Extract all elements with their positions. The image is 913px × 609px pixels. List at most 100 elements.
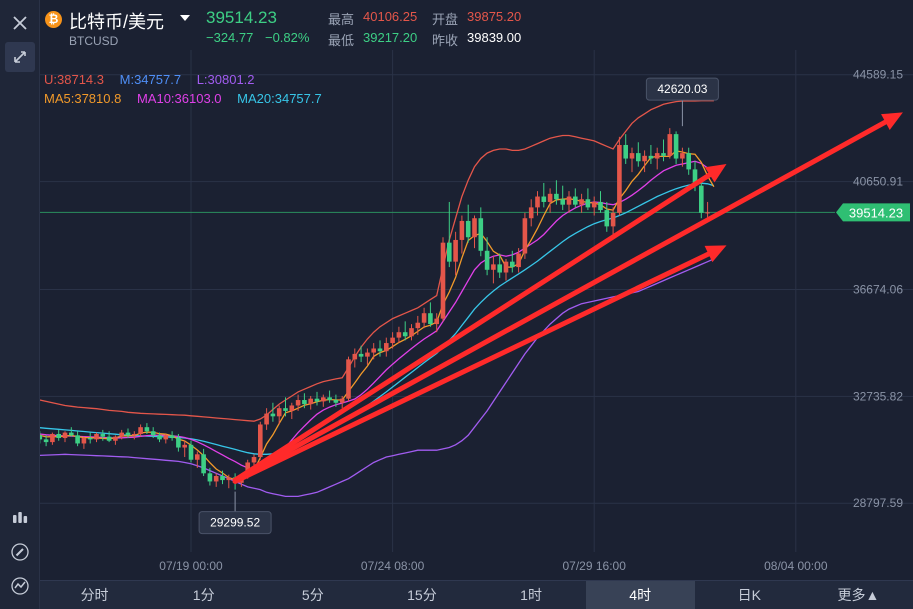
tab-4hour[interactable]: 4时 <box>585 581 695 609</box>
indicator-button[interactable] <box>5 571 35 601</box>
bollinger-bands-layer <box>1 100 715 498</box>
low-value: 39217.20 <box>363 30 418 45</box>
candle-body <box>50 433 55 443</box>
candle-body <box>62 432 68 439</box>
tab-more[interactable]: 更多▲ <box>837 587 880 603</box>
candle-body <box>591 201 597 208</box>
candle-body <box>176 438 181 448</box>
candle-body <box>528 207 534 219</box>
y-tick-label: 36674.06 <box>853 282 903 296</box>
ma5-line <box>1 150 715 481</box>
trend-arrow <box>232 112 903 483</box>
candle-body <box>402 332 408 337</box>
change-percent: −0.82% <box>264 30 310 45</box>
boll-lower-label: L:30801.2 <box>196 72 255 87</box>
trend-arrows-layer <box>232 112 903 484</box>
candle-body <box>213 476 219 482</box>
candle-body <box>409 328 414 337</box>
current-price-tag-bg <box>836 203 910 222</box>
candle-body <box>453 239 458 262</box>
moving-average-layer <box>1 150 715 481</box>
candle-body <box>636 153 641 162</box>
candle-body <box>377 348 383 352</box>
boll-upper-line <box>1 100 714 422</box>
candle-body <box>604 210 610 227</box>
candle-body <box>484 250 490 270</box>
tab-5min[interactable]: 5分 <box>301 587 324 603</box>
trend-arrow <box>232 163 727 483</box>
candle-body <box>220 476 225 481</box>
tab-timeshare[interactable]: 分时 <box>80 587 109 603</box>
candle-body <box>283 408 288 411</box>
chevron-down-icon[interactable] <box>180 15 190 21</box>
candle-body <box>516 253 521 268</box>
candle-body <box>497 264 502 273</box>
candle-body <box>573 196 578 205</box>
candle-body <box>396 332 402 338</box>
x-tick-label: 07/29 16:00 <box>562 559 626 573</box>
trend-arrow-shaft <box>232 251 711 484</box>
draw-button[interactable] <box>5 537 35 567</box>
candle-body <box>623 144 628 159</box>
candle-body <box>384 343 389 352</box>
candle-body <box>390 337 395 344</box>
candle-body <box>270 413 276 417</box>
low-marker-box <box>198 511 272 535</box>
candle-body <box>94 433 99 440</box>
candle-body <box>365 352 370 357</box>
high-label: 最高 <box>328 12 355 27</box>
candle-body <box>459 220 465 240</box>
candle-body <box>503 261 509 273</box>
candle-body <box>321 397 326 402</box>
candle-body <box>339 398 345 403</box>
candle-body <box>428 313 433 325</box>
y-tick-label: 32735.82 <box>853 389 903 403</box>
y-tick-label: 44589.15 <box>853 68 903 82</box>
ma5-label: MA5:37810.8 <box>44 91 122 106</box>
trend-arrow-head <box>704 163 727 183</box>
candle-body <box>207 473 213 482</box>
candle-body <box>610 212 616 227</box>
candle-body <box>415 322 421 329</box>
candle-body <box>535 196 540 208</box>
candle-body <box>138 427 143 434</box>
close-button[interactable] <box>5 8 35 38</box>
trend-arrow <box>232 245 727 484</box>
high-value: 40106.25 <box>363 9 418 24</box>
candle-body <box>113 436 118 441</box>
timeframe-bar: 分时 1分 5分 15分 1时 4时 日K 更多▲ <box>40 580 913 609</box>
left-toolbar <box>0 0 40 609</box>
candle-body <box>642 155 647 162</box>
price-change: −324.77 −0.82% <box>206 30 309 45</box>
candle-body <box>182 444 187 448</box>
collapse-button[interactable] <box>5 42 35 72</box>
candle-body <box>465 220 471 238</box>
candle-body <box>654 153 660 159</box>
candle-body <box>421 313 427 323</box>
candle-body <box>119 432 124 437</box>
candles-layer <box>0 128 710 490</box>
candle-body <box>673 134 679 159</box>
candle-body <box>680 153 685 159</box>
high-marker-box <box>645 77 719 101</box>
candle-body <box>43 439 49 443</box>
tab-daily[interactable]: 日K <box>737 587 761 603</box>
coin-name[interactable]: 比特币/美元 <box>69 12 165 32</box>
low-marker: 29299.52 <box>198 491 272 535</box>
tab-1hour[interactable]: 1时 <box>520 587 542 603</box>
candle-body <box>579 199 584 205</box>
boll-middle-label: M:34757.7 <box>119 72 182 87</box>
x-tick-label: 07/24 08:00 <box>361 559 425 573</box>
candle-body <box>598 201 603 211</box>
tab-15min[interactable]: 15分 <box>407 587 437 603</box>
candle-body <box>169 435 175 439</box>
indicator-icon <box>11 577 29 595</box>
candle-body <box>522 218 528 254</box>
candle-body <box>308 398 313 405</box>
tab-1min[interactable]: 1分 <box>192 587 215 603</box>
candle-body <box>251 457 257 463</box>
candle-style-button[interactable] <box>5 503 35 533</box>
candle-body <box>276 408 282 417</box>
candle-body <box>440 242 446 319</box>
